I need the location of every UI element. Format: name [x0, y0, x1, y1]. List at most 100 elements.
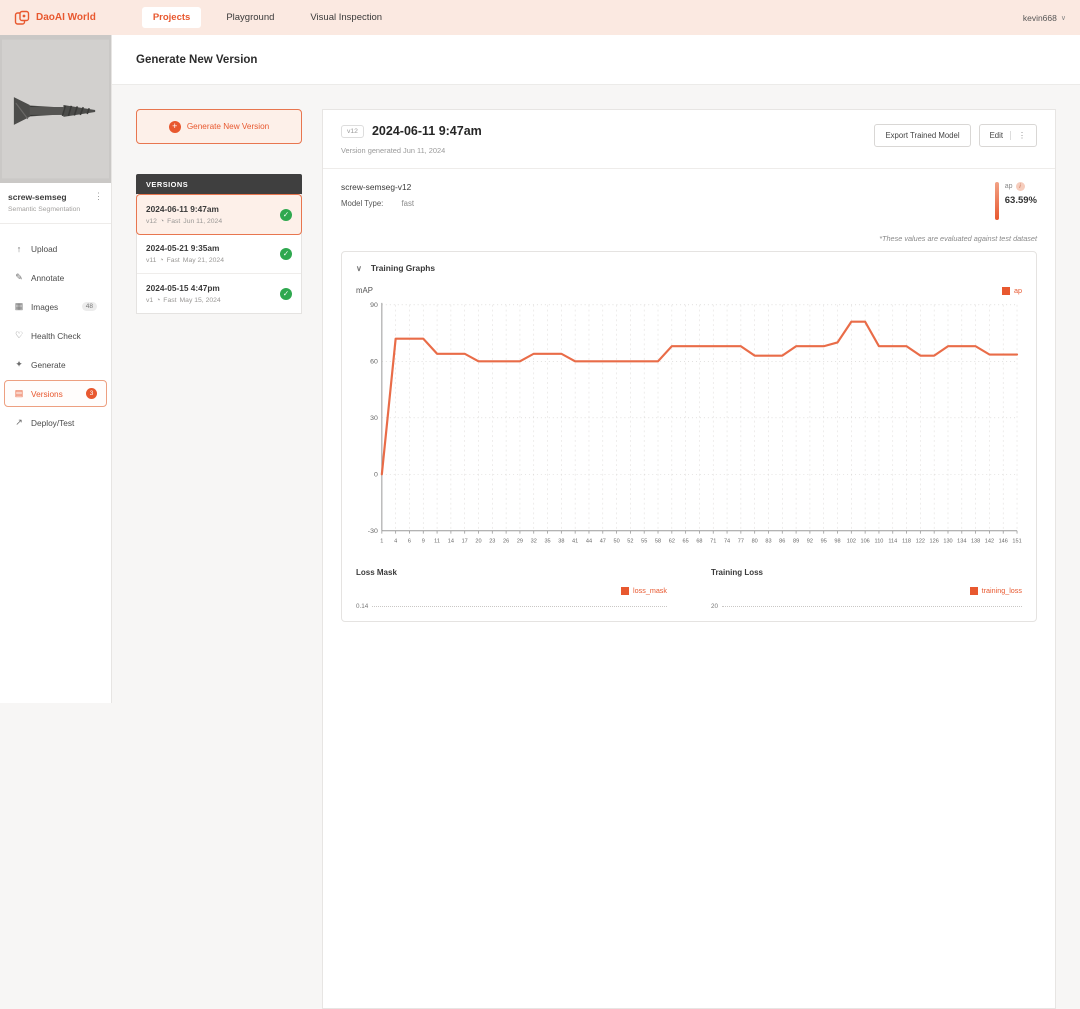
health-check-icon: ♡: [14, 330, 24, 340]
svg-text:92: 92: [807, 538, 813, 544]
export-label: Export Trained Model: [885, 131, 960, 140]
svg-text:74: 74: [724, 538, 730, 544]
gridline: [372, 606, 667, 607]
version-speed: Fast: [166, 257, 180, 264]
loss-mask-top-tick: 0.14: [356, 603, 369, 610]
nav-tab-playground[interactable]: Playground: [226, 12, 275, 23]
sidebar-item-versions[interactable]: ▤ Versions 3: [4, 380, 107, 407]
loss-mask-legend: loss_mask: [621, 586, 667, 595]
svg-text:80: 80: [752, 538, 758, 544]
versions-panel-header: VERSIONS: [136, 174, 302, 195]
training-loss-chart-section: Training Loss training_loss 20: [711, 568, 1022, 610]
sidebar-item-annotate[interactable]: ✎ Annotate: [4, 264, 107, 291]
svg-text:95: 95: [821, 538, 827, 544]
version-card-v1[interactable]: 2024-05-15 4:47pm v1 ◔ Fast May 15, 2024…: [137, 274, 301, 313]
speed-icon: ◔: [156, 297, 161, 304]
evaluation-note: *These values are evaluated against test…: [879, 234, 1037, 243]
svg-text:29: 29: [517, 538, 523, 544]
edit-button[interactable]: Edit ⋮: [978, 124, 1037, 147]
ap-metric: ap i 63.59%: [994, 182, 1037, 220]
svg-text:9: 9: [422, 538, 425, 544]
brand-name: DaoAI World: [36, 12, 96, 23]
svg-text:71: 71: [710, 538, 716, 544]
model-type-label: Model Type:: [341, 199, 384, 208]
legend-swatch-icon: [621, 586, 630, 595]
nav-tab-visual-inspection[interactable]: Visual Inspection: [310, 12, 383, 23]
svg-text:55: 55: [641, 538, 647, 544]
export-trained-model-button[interactable]: Export Trained Model: [874, 124, 971, 147]
sidebar-item-label: Upload: [31, 244, 58, 254]
version-date: Jun 11, 2024: [183, 218, 223, 225]
sidebar-item-generate[interactable]: ✦ Generate: [4, 351, 107, 378]
top-navbar: DaoAI World Projects Playground Visual I…: [0, 0, 1080, 35]
training-loss-legend: training_loss: [969, 586, 1022, 595]
ap-legend: ap: [1002, 286, 1022, 295]
sidebar-item-images[interactable]: ▦ Images 48: [4, 293, 107, 320]
kebab-icon[interactable]: ⋮: [1010, 131, 1026, 140]
svg-text:26: 26: [503, 538, 509, 544]
sidebar-item-upload[interactable]: ↑ Upload: [4, 236, 107, 262]
svg-text:90: 90: [370, 302, 378, 309]
project-name: screw-semseg: [8, 192, 67, 202]
user-menu[interactable]: kevin668 ∨: [1023, 13, 1066, 23]
version-title: 2024-05-21 9:35am: [146, 243, 220, 253]
svg-text:118: 118: [902, 538, 911, 544]
version-date: May 15, 2024: [179, 297, 221, 304]
loss-mask-title: Loss Mask: [356, 568, 397, 577]
version-chip: v12: [341, 124, 364, 138]
version-card-v11[interactable]: 2024-05-21 9:35am v11 ◔ Fast May 21, 202…: [137, 234, 301, 274]
version-title: 2024-05-15 4:47pm: [146, 283, 220, 293]
version-tag: v12: [146, 218, 157, 225]
svg-text:65: 65: [683, 538, 689, 544]
check-icon: ✓: [280, 287, 292, 300]
svg-text:126: 126: [930, 538, 939, 544]
plus-icon: +: [168, 120, 181, 133]
sidebar-item-label: Deploy/Test: [31, 417, 75, 428]
training-loss-top-tick: 20: [711, 603, 719, 610]
version-detail-title: 2024-06-11 9:47am: [371, 124, 482, 138]
svg-text:98: 98: [834, 538, 840, 544]
svg-text:52: 52: [627, 538, 633, 544]
daoai-logo-icon: [14, 10, 30, 25]
speed-icon: ◔: [159, 257, 164, 264]
sidebar-item-label: Images: [31, 301, 59, 312]
project-sidebar: screw-semseg ⋮ Semantic Segmentation ↑ U…: [0, 35, 112, 703]
legend-swatch-icon: [1002, 286, 1010, 295]
speed-icon: ◔: [159, 218, 165, 225]
chevron-down-icon[interactable]: ∨: [356, 263, 362, 273]
sidebar-item-label: Annotate: [31, 272, 65, 283]
nav-tab-projects[interactable]: Projects: [141, 7, 202, 28]
model-info: screw-semseg-v12 Model Type: fast: [341, 182, 414, 220]
svg-text:23: 23: [489, 538, 495, 544]
version-tag: v11: [146, 257, 157, 264]
brand[interactable]: DaoAI World: [14, 10, 96, 26]
svg-text:151: 151: [1012, 538, 1021, 544]
generate-new-version-button[interactable]: + Generate New Version: [136, 109, 302, 144]
svg-text:41: 41: [572, 538, 578, 544]
version-card-v12[interactable]: 2024-06-11 9:47am v12 ◔ Fast Jun 11, 202…: [136, 194, 302, 235]
svg-text:14: 14: [448, 538, 454, 544]
sidebar-item-label: Health Check: [31, 330, 81, 341]
versions-column: + Generate New Version VERSIONS 2024-06-…: [136, 109, 302, 679]
training-graphs-title: Training Graphs: [370, 263, 436, 273]
svg-text:138: 138: [971, 538, 980, 544]
generate-new-version-label: Generate New Version: [186, 122, 270, 131]
sidebar-item-label: Generate: [31, 359, 66, 370]
svg-text:130: 130: [943, 538, 952, 544]
model-name: screw-semseg-v12: [341, 182, 412, 192]
svg-text:62: 62: [669, 538, 675, 544]
version-speed: Fast: [167, 218, 181, 225]
project-kebab-icon[interactable]: ⋮: [94, 191, 103, 201]
sidebar-item-deploy-test[interactable]: ↗ Deploy/Test: [4, 409, 107, 436]
svg-text:58: 58: [655, 538, 661, 544]
sidebar-item-health-check[interactable]: ♡ Health Check: [4, 322, 107, 349]
gridline: [722, 606, 1022, 607]
svg-text:106: 106: [861, 538, 870, 544]
version-date: May 21, 2024: [182, 257, 224, 264]
upload-icon: ↑: [16, 244, 22, 254]
info-icon[interactable]: i: [1015, 182, 1025, 191]
caret-down-icon: ∨: [1060, 14, 1066, 22]
version-tag: v1: [146, 297, 154, 304]
model-type-value: fast: [401, 199, 415, 208]
map-chart-title: mAP: [356, 286, 373, 295]
